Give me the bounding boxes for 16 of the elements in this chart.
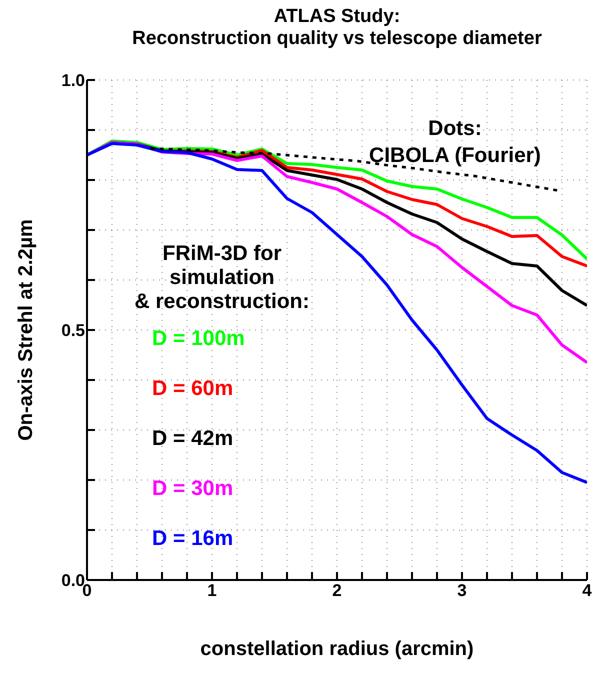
y-tick-label: 1.0 bbox=[61, 71, 85, 90]
text: D = 42m bbox=[152, 427, 234, 450]
text: D = 30m bbox=[152, 477, 234, 500]
text: D = 60m bbox=[152, 377, 234, 400]
x-tick-label: 3 bbox=[457, 581, 467, 600]
chart-title: ATLAS Study: Reconstruction quality vs telescope diameter bbox=[132, 6, 542, 49]
text: D = 100m bbox=[152, 327, 245, 350]
y-tick-label: 0.5 bbox=[61, 321, 85, 340]
text: D = 16m bbox=[152, 527, 234, 550]
legend-title: FRiM-3D for simulation & reconstruction: bbox=[134, 242, 310, 313]
x-tick-label: 2 bbox=[332, 581, 342, 600]
x-axis-title: constellation radius (arcmin) bbox=[200, 638, 474, 660]
x-tick-label: 1 bbox=[207, 581, 217, 600]
x-tick-label: 4 bbox=[582, 581, 592, 600]
y-axis-title: On-axis Strehl at 2.2µm bbox=[15, 219, 37, 441]
annotation: Dots: CIBOLA (Fourier) bbox=[369, 117, 541, 167]
